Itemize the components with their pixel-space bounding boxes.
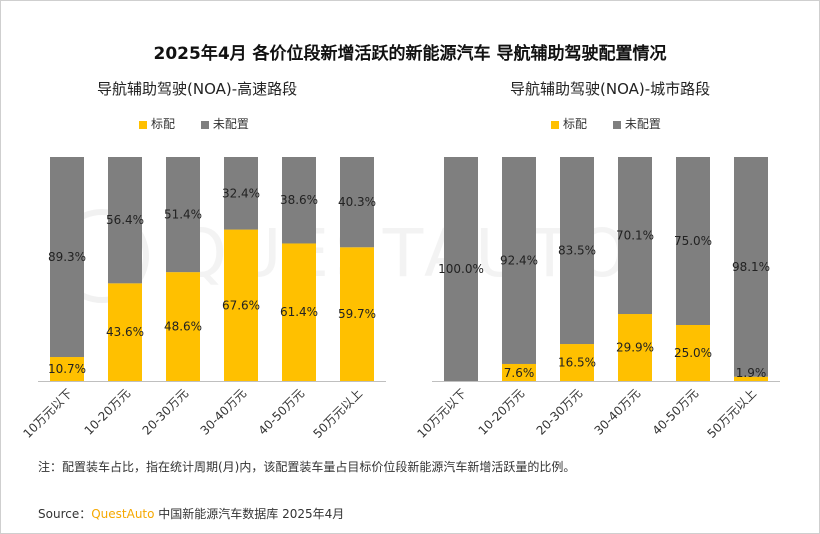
bar-not-configured-1 xyxy=(108,157,142,284)
data-label-standard-3: 29.9% xyxy=(616,341,654,355)
data-label-standard-1: 43.6% xyxy=(106,325,144,339)
main-title: 2025年4月 各价位段新增活跃的新能源汽车 导航辅助驾驶配置情况 xyxy=(153,44,667,64)
x-tick-label-2: 20-30万元 xyxy=(534,386,586,438)
x-tick-label-4: 40-50万元 xyxy=(650,386,702,438)
bar-not-configured-2 xyxy=(560,157,594,345)
data-label-standard-3: 67.6% xyxy=(222,298,260,312)
data-label-standard-1: 7.6% xyxy=(504,366,535,380)
bar-not-configured-2 xyxy=(166,157,200,273)
data-label-not-configured-3: 32.4% xyxy=(222,186,260,200)
legend-swatch-standard xyxy=(551,120,559,129)
x-tick-label-0: 10万元以下 xyxy=(414,386,469,441)
bar-not-configured-5 xyxy=(340,157,374,248)
source-brand: QuestAuto xyxy=(91,507,155,521)
bar-standard-1 xyxy=(502,363,536,381)
bar-standard-3 xyxy=(618,314,652,381)
legend-item-standard: 标配 xyxy=(139,117,175,131)
bar-standard-4 xyxy=(676,325,710,381)
data-label-not-configured-2: 83.5% xyxy=(558,244,596,258)
bar-not-configured-5 xyxy=(734,157,768,377)
data-label-standard-5: 1.9% xyxy=(736,366,767,380)
data-label-standard-2: 48.6% xyxy=(164,320,202,334)
legend-label-standard: 标配 xyxy=(563,117,588,131)
legend-swatch-not-configured xyxy=(200,120,209,129)
source-suffix: 中国新能源汽车数据库 2025年4月 xyxy=(154,507,345,521)
data-label-standard-5: 59.7% xyxy=(338,307,376,321)
legend-label-not-configured: 未配置 xyxy=(212,117,249,131)
legend-item-not-configured: 未配置 xyxy=(200,117,249,131)
data-label-standard-4: 25.0% xyxy=(674,346,712,360)
source-prefix: Source： xyxy=(38,507,92,521)
bar-standard-5 xyxy=(734,376,768,381)
footnote: 注：配置装车占比，指在统计周期(月)内，该配置装车量占目标价位段新能源汽车新增活… xyxy=(38,460,576,474)
x-tick-label-1: 10-20万元 xyxy=(476,386,528,438)
bar-standard-2 xyxy=(166,272,200,381)
data-label-not-configured-1: 92.4% xyxy=(500,253,538,267)
legend-swatch-standard xyxy=(139,120,147,129)
bar-not-configured-0 xyxy=(50,157,84,358)
data-label-not-configured-0: 89.3% xyxy=(48,250,86,264)
bar-standard-4 xyxy=(282,243,316,381)
bar-not-configured-3 xyxy=(224,157,258,230)
data-label-not-configured-2: 51.4% xyxy=(164,208,202,222)
source-line: Source：QuestAuto 中国新能源汽车数据库 2025年4月 xyxy=(38,505,344,522)
legend-item-standard: 标配 xyxy=(551,117,587,131)
data-label-not-configured-0: 100.0% xyxy=(438,262,484,276)
x-tick-label-3: 30-40万元 xyxy=(592,386,644,438)
data-label-not-configured-3: 70.1% xyxy=(616,229,654,243)
x-tick-label-5: 50万元以上 xyxy=(704,386,759,441)
bar-not-configured-1 xyxy=(502,157,536,364)
data-label-not-configured-5: 40.3% xyxy=(338,195,376,209)
bar-not-configured-3 xyxy=(618,157,652,315)
bar-not-configured-4 xyxy=(282,157,316,244)
data-label-not-configured-4: 38.6% xyxy=(280,193,318,207)
data-label-standard-4: 61.4% xyxy=(280,305,318,319)
chart-title-city: 导航辅助驾驶(NOA)-城市路段 xyxy=(510,80,711,98)
bar-not-configured-4 xyxy=(676,157,710,325)
legend-item-not-configured: 未配置 xyxy=(612,117,661,131)
data-label-not-configured-4: 75.0% xyxy=(674,234,712,248)
bar-standard-2 xyxy=(560,344,594,381)
data-label-standard-2: 16.5% xyxy=(558,356,596,370)
chart-title-highway: 导航辅助驾驶(NOA)-高速路段 xyxy=(97,80,298,98)
legend-label-not-configured: 未配置 xyxy=(624,117,661,131)
legend-highway: 标配 未配置 xyxy=(139,115,249,132)
legend-label-standard: 标配 xyxy=(151,117,176,131)
bar-standard-3 xyxy=(224,229,258,381)
bar-not-configured-0 xyxy=(444,157,478,381)
bar-standard-1 xyxy=(108,283,142,381)
bar-standard-5 xyxy=(340,247,374,381)
data-label-not-configured-5: 98.1% xyxy=(732,260,770,274)
data-label-standard-0: 10.7% xyxy=(48,362,86,376)
bar-standard-0 xyxy=(50,357,84,381)
legend-city: 标配 未配置 xyxy=(551,115,661,132)
data-label-not-configured-1: 56.4% xyxy=(106,213,144,227)
legend-swatch-not-configured xyxy=(612,120,621,129)
